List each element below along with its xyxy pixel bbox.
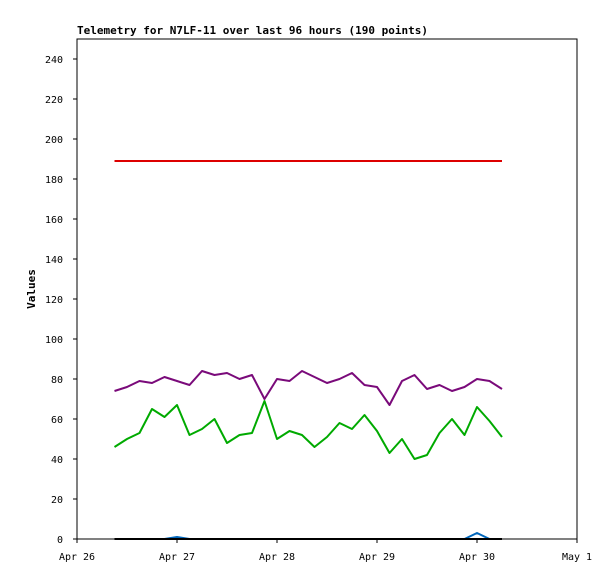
y-tick-label: 140: [45, 255, 63, 266]
y-axis-label: Values: [25, 269, 38, 309]
y-tick-label: 20: [51, 495, 63, 506]
y-axis: 0 20 40 60 80 100 120 140 160 180 200 220 240: [45, 55, 77, 546]
y-tick-label: 80: [51, 375, 63, 386]
y-tick-label: 100: [45, 335, 63, 346]
x-tick-label: Apr 30: [459, 552, 495, 563]
y-tick-label: 120: [45, 295, 63, 306]
series-line-2: [113, 400, 503, 460]
x-tick-label: Apr 27: [159, 552, 195, 563]
y-tick-label: 200: [45, 135, 63, 146]
y-tick-label: 60: [51, 415, 63, 426]
y-tick-label: 220: [45, 95, 63, 106]
x-tick-label: Apr 29: [359, 552, 395, 563]
chart-title: Telemetry for N7LF-11 over last 96 hours…: [77, 24, 428, 37]
x-tick-label: Apr 28: [259, 552, 295, 563]
series-line-1: [114, 370, 503, 406]
x-tick-label: May 1: [562, 552, 592, 563]
y-tick-label: 0: [57, 535, 63, 546]
y-tick-label: 40: [51, 455, 63, 466]
y-tick-label: 180: [45, 175, 63, 186]
x-tick-label: Apr 26: [59, 552, 95, 563]
y-tick-label: 160: [45, 215, 63, 226]
y-tick-label: 240: [45, 55, 63, 66]
series-layer: [113, 160, 503, 540]
